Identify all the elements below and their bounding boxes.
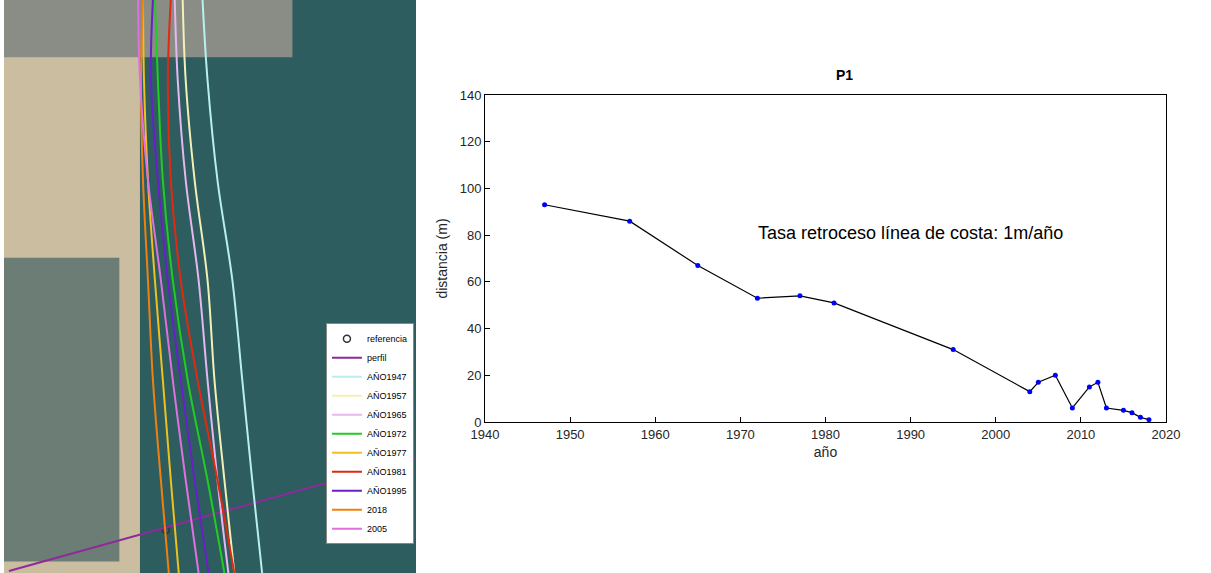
svg-text:perfil: perfil [367, 353, 387, 363]
svg-text:2005: 2005 [367, 524, 387, 534]
svg-text:140: 140 [460, 88, 482, 103]
svg-text:100: 100 [460, 181, 482, 196]
svg-text:20: 20 [467, 368, 481, 383]
svg-text:1940: 1940 [471, 427, 500, 442]
svg-text:AÑO1957: AÑO1957 [367, 391, 407, 401]
svg-text:1960: 1960 [641, 427, 670, 442]
svg-text:AÑO1995: AÑO1995 [367, 486, 407, 496]
svg-text:distancia (m): distancia (m) [434, 218, 450, 298]
svg-text:Tasa retroceso línea de costa:: Tasa retroceso línea de costa: 1m/año [758, 223, 1063, 243]
svg-text:80: 80 [467, 228, 481, 243]
svg-text:1950: 1950 [556, 427, 585, 442]
svg-text:1980: 1980 [811, 427, 840, 442]
svg-text:AÑO1972: AÑO1972 [367, 429, 407, 439]
svg-text:AÑO1981: AÑO1981 [367, 467, 407, 477]
svg-text:40: 40 [467, 321, 481, 336]
svg-text:1970: 1970 [726, 427, 755, 442]
svg-text:60: 60 [467, 274, 481, 289]
svg-text:2020: 2020 [1152, 427, 1181, 442]
svg-text:referencia: referencia [367, 334, 407, 344]
svg-text:año: año [814, 444, 838, 460]
svg-text:2010: 2010 [1066, 427, 1095, 442]
svg-text:AÑO1977: AÑO1977 [367, 448, 407, 458]
svg-text:AÑO1947: AÑO1947 [367, 372, 407, 382]
svg-text:1990: 1990 [896, 427, 925, 442]
svg-text:120: 120 [460, 134, 482, 149]
svg-text:AÑO1965: AÑO1965 [367, 410, 407, 420]
svg-text:2000: 2000 [981, 427, 1010, 442]
svg-text:P1: P1 [836, 67, 853, 83]
svg-text:0: 0 [474, 415, 481, 430]
svg-text:2018: 2018 [367, 505, 387, 515]
